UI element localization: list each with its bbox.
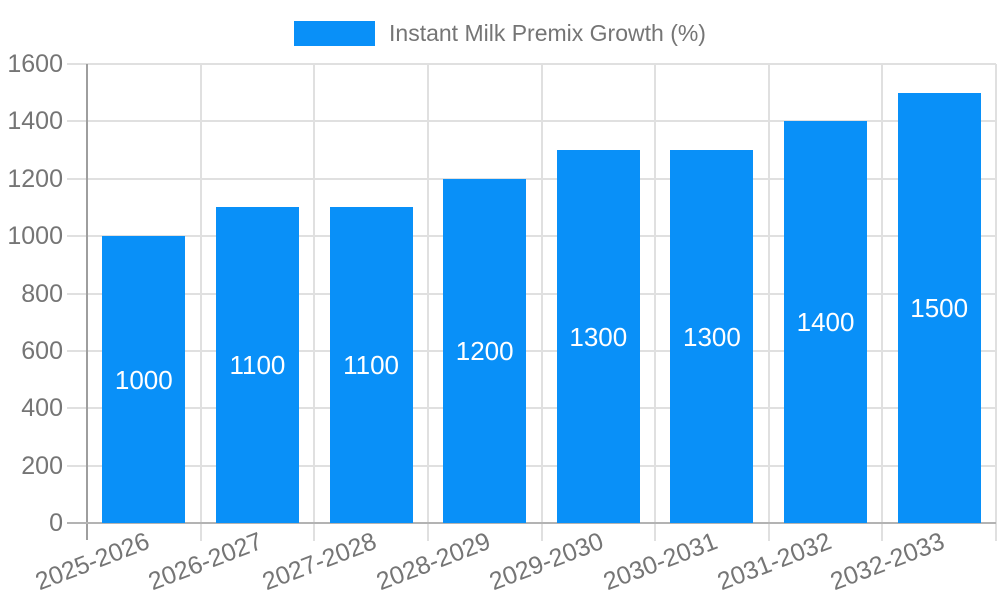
- gridline-v-1: [199, 64, 202, 541]
- gridline-h-200: [67, 464, 996, 467]
- bar-2028-2029: 1200: [443, 178, 527, 523]
- bar-value-label: 1400: [796, 307, 855, 338]
- gridline-h-1400: [67, 120, 996, 123]
- gridline-h-800: [67, 292, 996, 295]
- y-axis-line: [86, 64, 88, 540]
- legend-swatch: [294, 20, 376, 46]
- bar-value-label: 1200: [455, 335, 514, 366]
- gridline-v-7: [881, 64, 884, 541]
- y-tick-label-200: 200: [21, 451, 63, 480]
- y-tick-label-1600: 1600: [7, 50, 63, 78]
- legend-label: Instant Milk Premix Growth (%): [389, 19, 706, 46]
- y-tick-label-800: 800: [21, 279, 63, 308]
- y-tick-label-1400: 1400: [7, 107, 63, 136]
- bar-2032-2033: 1500: [897, 92, 981, 523]
- legend: Instant Milk Premix Growth (%): [0, 18, 1000, 48]
- gridline-h-1000: [67, 235, 996, 238]
- bar-value-label: 1300: [569, 321, 628, 352]
- gridline-v-6: [767, 64, 770, 541]
- gridline-h-1600: [67, 63, 996, 65]
- bar-2029-2030: 1300: [556, 150, 640, 523]
- gridline-v-3: [426, 64, 429, 541]
- gridline-h-600: [67, 349, 996, 352]
- bar-2026-2027: 1100: [215, 207, 299, 523]
- bar-value-label: 1100: [229, 350, 286, 381]
- gridline-v-5: [654, 64, 657, 541]
- gridline-v-4: [540, 64, 543, 541]
- gridline-h-1200: [67, 177, 996, 180]
- bar-value-label: 1300: [683, 321, 741, 352]
- bar-2027-2028: 1100: [329, 207, 413, 523]
- gridline-v-8: [995, 64, 997, 541]
- bar-value-label: 1000: [114, 364, 173, 395]
- y-tick-label-1000: 1000: [7, 222, 63, 251]
- y-tick-label-600: 600: [21, 336, 63, 365]
- bar-value-label: 1100: [343, 350, 400, 381]
- bar-2031-2032: 1400: [784, 121, 868, 523]
- bar-2030-2031: 1300: [670, 150, 754, 523]
- bar-value-label: 1500: [910, 292, 969, 323]
- y-tick-label-0: 0: [49, 509, 63, 537]
- gridline-v-2: [313, 64, 316, 541]
- plot-area: 1000 1100 1100 1200 1300 1300 1400 1500: [67, 63, 997, 541]
- y-tick-label-1200: 1200: [7, 164, 63, 193]
- bar-2025-2026: 1000: [102, 236, 186, 523]
- gridline-h-400: [67, 407, 996, 410]
- x-axis-line: [67, 522, 996, 524]
- y-tick-label-400: 400: [21, 394, 63, 423]
